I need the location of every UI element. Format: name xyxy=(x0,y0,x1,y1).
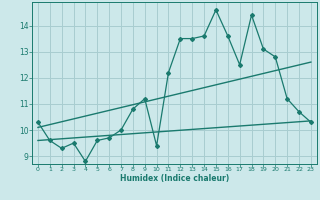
X-axis label: Humidex (Indice chaleur): Humidex (Indice chaleur) xyxy=(120,174,229,183)
